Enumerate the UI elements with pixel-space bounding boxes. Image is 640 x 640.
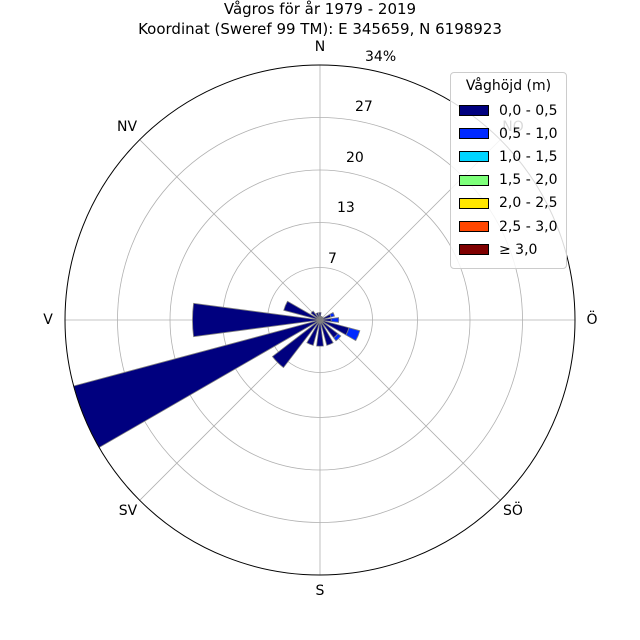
rose-sector-bar (271, 319, 321, 369)
legend: Våghöjd (m) 0,0 - 0,5 0,5 - 1,0 1,0 - 1,… (450, 72, 567, 269)
rose-sector-bar (192, 302, 321, 338)
legend-swatch (459, 151, 489, 163)
radial-tick-label: 34% (365, 49, 397, 65)
rose-sector-bar (319, 319, 334, 346)
polar-frame (64, 64, 576, 576)
legend-swatch (459, 197, 489, 209)
grid-spoke (139, 139, 321, 321)
radial-tick-label: 20 (346, 150, 364, 166)
legend-label: 1,0 - 1,5 (499, 148, 558, 165)
rose-sector-bar (316, 319, 324, 347)
radial-tick-label: 7 (328, 251, 337, 267)
grid-spoke (319, 319, 501, 501)
direction-label-w: V (43, 312, 53, 328)
legend-label: 2,0 - 2,5 (499, 195, 558, 212)
legend-label: 0,0 - 0,5 (499, 102, 558, 119)
legend-item: 2,5 - 3,0 (459, 215, 558, 238)
legend-swatch (459, 128, 489, 140)
legend-title: Våghöjd (m) (465, 78, 552, 94)
direction-label-sw: SV (118, 503, 138, 519)
legend-label: ≥ 3,0 (499, 241, 538, 258)
legend-label: 2,5 - 3,0 (499, 218, 558, 235)
rose-sector-bar (310, 310, 321, 321)
direction-label-n: N (314, 39, 326, 55)
direction-label-nw: NV (116, 119, 138, 135)
direction-label-s: S (315, 583, 325, 599)
legend-label: 1,5 - 2,0 (499, 172, 558, 189)
chart-subtitle: Koordinat (Sweref 99 TM): E 345659, N 61… (138, 20, 502, 38)
rose-sector-bar (330, 317, 340, 323)
rose-sector-bar (333, 333, 342, 342)
radial-tick-label: 27 (355, 99, 373, 115)
legend-swatch (459, 244, 489, 256)
rose-sector-bar (329, 311, 335, 318)
legend-swatch (459, 105, 489, 117)
legend-item: 0,0 - 0,5 (459, 99, 558, 122)
rose-sector-bar (318, 312, 322, 321)
chart-title: Vågros för år 1979 - 2019 (223, 0, 417, 18)
legend-item: 0,5 - 1,0 (459, 122, 558, 145)
rose-sector-bar (283, 300, 321, 321)
legend-item: 1,5 - 2,0 (459, 169, 558, 192)
direction-label-se: SÖ (503, 503, 523, 519)
legend-item: 2,0 - 2,5 (459, 192, 558, 215)
radial-tick-label: 13 (337, 200, 355, 216)
rose-sector-bar (315, 312, 321, 321)
rose-sector-bar (306, 319, 321, 346)
legend-swatch (459, 221, 489, 233)
legend-swatch (459, 174, 489, 186)
rose-sector-bar (73, 319, 321, 449)
legend-item: 1,0 - 1,5 (459, 145, 558, 168)
rose-sector-bar (345, 327, 361, 342)
direction-label-e: Ö (586, 312, 598, 328)
legend-label: 0,5 - 1,0 (499, 125, 558, 142)
legend-item: ≥ 3,0 (459, 238, 558, 261)
